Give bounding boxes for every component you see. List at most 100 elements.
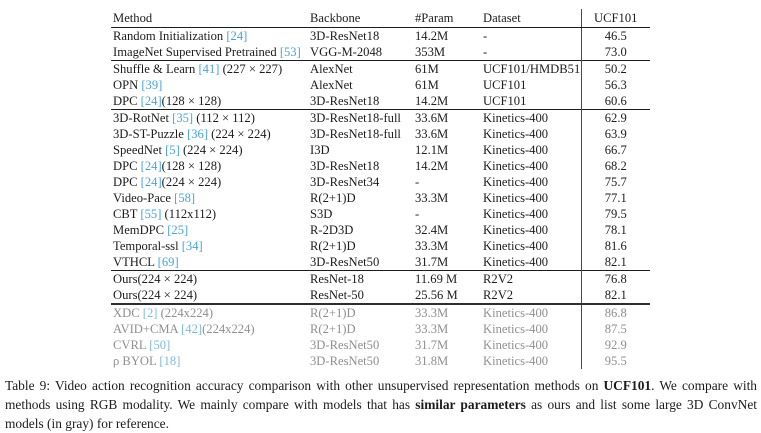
table-row: 3D-ST-Puzzle [36] (224 × 224) 3D-ResNet18…	[111, 126, 650, 142]
param-cell: 14.2M	[415, 94, 449, 108]
citation-link[interactable]: [18]	[159, 354, 181, 368]
table-row: MemDPC [25] R-2D3D 32.4M Kinetics-400 78.1	[111, 222, 650, 238]
dataset-cell: Kinetics-400	[483, 239, 549, 253]
method-name: Video-Pace	[113, 191, 175, 205]
results-table: Method Backbone #Param Dataset UCF101 Random…	[111, 9, 650, 369]
ucf101-accuracy-cell: 66.7	[580, 142, 650, 158]
backbone-cell: ResNet-18	[308, 270, 413, 287]
method-input-size: (112x112)	[161, 207, 217, 221]
method-cell: CVRL [50]	[111, 337, 308, 353]
backbone-cell: R-2D3D	[310, 223, 354, 237]
citation-link[interactable]: [36]	[187, 127, 209, 141]
method-cell: VTHCL [69]	[111, 254, 308, 271]
table-row: 3D-RotNet [35] (112 × 112) 3D-ResNet18-fu…	[111, 109, 650, 126]
table-row: AVID+CMA [42](224x224) R(2+1)D 33.3M Kineti…	[111, 321, 650, 337]
citation-link[interactable]: [24]	[226, 29, 248, 43]
dataset-cell: Kinetics-400	[483, 127, 549, 141]
param-cell: 12.1M	[415, 143, 449, 157]
citation-link[interactable]: [58]	[174, 191, 196, 205]
backbone-cell: R(2+1)D	[310, 191, 356, 205]
dataset-cell: Kinetics-400	[483, 191, 549, 205]
backbone-cell: I3D	[310, 143, 330, 157]
method-cell: 3D-ST-Puzzle [36] (224 × 224)	[111, 126, 308, 142]
method-cell: Shuffle & Learn [41] (227 × 227)	[111, 60, 308, 77]
citation-link[interactable]: [39]	[141, 78, 163, 92]
ucf101-accuracy-cell: 95.5	[580, 353, 650, 369]
table-header: Method Backbone #Param Dataset UCF101	[111, 9, 650, 28]
backbone-cell: 3D-ResNet50	[310, 338, 380, 352]
table-body: Random Initialization [24] 3D-ResNet18 14.…	[111, 27, 650, 369]
citation-link[interactable]: [69]	[157, 255, 179, 269]
method-cell: ImageNet Supervised Pretrained [53]	[111, 44, 308, 61]
ucf101-accuracy-cell: 56.3	[580, 77, 650, 93]
param-cell: 14.2M	[415, 159, 449, 173]
citation-link[interactable]: [50]	[149, 338, 171, 352]
method-cell: DPC [24](128 × 128)	[111, 93, 308, 110]
method-input-size: (128 × 128)	[161, 159, 222, 173]
method-cell: Ours(224 × 224)	[111, 270, 308, 287]
table-row: DPC [24](128 × 128) 3D-ResNet18 14.2M Kinet…	[111, 158, 650, 174]
ucf101-accuracy-cell: 77.1	[580, 190, 650, 206]
table-row: Shuffle & Learn [41] (227 × 227) AlexNet 6…	[111, 60, 650, 77]
dataset-cell: -	[483, 45, 488, 59]
citation-link[interactable]: [25]	[167, 223, 189, 237]
citation-link[interactable]: [24]	[140, 159, 162, 173]
method-input-size: (227 × 227)	[219, 62, 283, 76]
dataset-cell: UCF101	[483, 94, 527, 108]
dataset-cell: UCF101/HMDB51	[481, 60, 581, 77]
method-cell: AVID+CMA [42](224x224)	[111, 321, 308, 337]
param-cell: 32.4M	[415, 223, 449, 237]
citation-link[interactable]: [55]	[140, 207, 162, 221]
method-name: DPC	[113, 175, 141, 189]
citation-link[interactable]: [35]	[172, 111, 194, 125]
citation-link[interactable]: [2]	[142, 306, 158, 320]
ucf101-accuracy-cell: 82.1	[580, 287, 650, 304]
method-name: OPN	[113, 78, 142, 92]
ucf101-accuracy-cell: 87.5	[580, 321, 650, 337]
method-name: 3D-RotNet	[113, 111, 173, 125]
citation-link[interactable]: [42]	[181, 322, 203, 336]
param-cell: 33.6M	[413, 109, 481, 126]
method-cell: ρ BYOL [18]	[111, 353, 308, 369]
dataset-cell: Kinetics-400	[483, 175, 549, 189]
param-cell: 33.3M	[415, 322, 449, 336]
citation-link[interactable]: [41]	[198, 62, 220, 76]
dataset-cell: Kinetics-400	[483, 207, 549, 221]
backbone-cell: 3D-ResNet34	[310, 175, 380, 189]
table-row: Video-Pace [58] R(2+1)D 33.3M Kinetics-400 7…	[111, 190, 650, 206]
param-cell: 33.3M	[413, 303, 481, 321]
ucf101-accuracy-cell: 76.8	[580, 270, 650, 287]
method-name: DPC	[113, 94, 141, 108]
param-cell: -	[415, 207, 420, 221]
method-input-size: (224x224)	[157, 306, 214, 320]
caption-text: Table 9: Video action recognition accura…	[5, 378, 604, 393]
ucf101-accuracy-cell: 86.8	[580, 303, 650, 321]
ucf101-accuracy-cell: 79.5	[580, 206, 650, 222]
dataset-cell: -	[483, 29, 488, 43]
citation-link[interactable]: [53]	[279, 45, 301, 59]
table-row: VTHCL [69] 3D-ResNet50 31.7M Kinetics-400 82…	[111, 254, 650, 271]
citation-link[interactable]: [24]	[140, 175, 162, 189]
ucf101-accuracy-cell: 68.2	[580, 158, 650, 174]
table-row: Temporal-ssl [34] R(2+1)D 33.3M Kinetics-40…	[111, 238, 650, 254]
ucf101-accuracy-cell: 60.6	[580, 93, 650, 110]
method-cell: OPN [39]	[111, 77, 308, 93]
param-cell: 33.3M	[415, 191, 449, 205]
citation-link[interactable]: [24]	[140, 94, 162, 108]
citation-link[interactable]: [34]	[181, 239, 203, 253]
method-name: XDC	[113, 306, 143, 320]
backbone-cell: R(2+1)D	[308, 303, 413, 321]
param-cell: 353M	[415, 45, 446, 59]
backbone-cell: VGG-M-2048	[310, 45, 383, 59]
method-input-size: (224x224)	[202, 322, 255, 336]
method-cell: Random Initialization [24]	[111, 28, 308, 45]
param-cell: 25.56 M	[415, 288, 458, 302]
dataset-cell: Kinetics-400	[481, 109, 581, 126]
param-cell: 33.3M	[415, 239, 449, 253]
method-name: Random Initialization	[113, 29, 227, 43]
param-cell: 61M	[415, 78, 439, 92]
param-cell: 31.8M	[415, 354, 449, 368]
method-name: 3D-ST-Puzzle	[113, 127, 188, 141]
citation-link[interactable]: [5]	[165, 143, 180, 157]
method-cell: SpeedNet [5] (224 × 224)	[111, 142, 308, 158]
